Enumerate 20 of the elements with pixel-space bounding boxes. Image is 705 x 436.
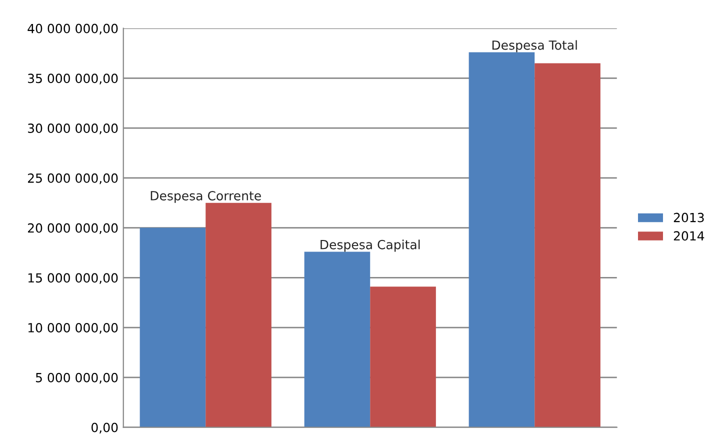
y-tick-label: 35 000 000,00: [28, 74, 118, 84]
x-tick-label: Despesa Capital: [320, 240, 420, 252]
x-tick-label: Despesa Total: [492, 40, 577, 52]
bar: [534, 63, 600, 428]
bar: [370, 286, 436, 428]
legend-label: 2014: [674, 231, 704, 241]
bar: [140, 228, 206, 428]
y-tick-label: 15 000 000,00: [28, 273, 118, 284]
legend-label: 2013: [674, 212, 704, 222]
bar: [304, 252, 370, 428]
y-tick-label: 25 000 000,00: [28, 173, 118, 184]
y-tick-label: 20 000 000,00: [28, 223, 118, 234]
y-tick-label: 10 000 000,00: [28, 323, 118, 334]
y-tick-label: 0,00: [92, 422, 118, 434]
bar: [206, 202, 272, 428]
x-tick-label: Despesa Corrente: [150, 191, 261, 203]
y-tick-label: 40 000 000,00: [28, 24, 118, 35]
bar: [468, 52, 535, 428]
y-tick-label: 5 000 000,00: [36, 372, 118, 384]
y-tick-label: 30 000 000,00: [28, 124, 118, 134]
